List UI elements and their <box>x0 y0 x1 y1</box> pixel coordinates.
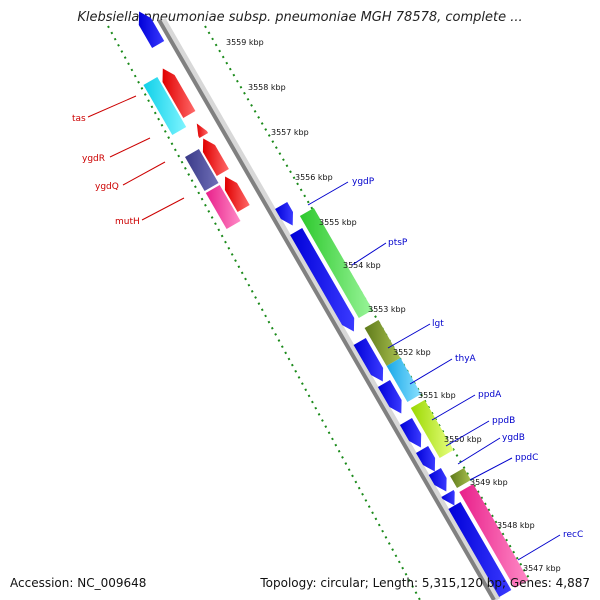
gene-leader-line <box>387 323 431 349</box>
tick-labels: 3559 kbp 3558 kbp 3557 kbp 3556 kbp 3555 kbp… <box>226 38 561 573</box>
gene-feature-ppdB <box>416 446 436 472</box>
gene-label-recC[interactable]: recC <box>563 530 583 540</box>
gene-labels: tas ygdR ygdQ mutH ygdP ptsP lgt thyA ppdA ppdB yg… <box>72 95 583 561</box>
gene-feature-ygdR <box>185 149 219 191</box>
genome-backbone <box>157 18 496 600</box>
gene-leader-line <box>431 394 476 421</box>
gene-feature-ppdA <box>399 418 422 448</box>
tick-label: 3551 kbp <box>418 391 456 400</box>
map-title: Klebsiella pneumoniae subsp. pneumoniae … <box>77 10 523 25</box>
gene-features <box>138 11 529 597</box>
gene-leader-line <box>409 358 453 385</box>
gene-label-mutH[interactable]: mutH <box>115 217 140 227</box>
gene-leader-line <box>517 534 561 561</box>
gene-feature-red-small <box>196 123 209 138</box>
gene-feature-lgt-band <box>364 320 401 366</box>
tick-label: 3557 kbp <box>271 128 309 137</box>
gene-leader-line <box>122 161 166 186</box>
tick-label: 3559 kbp <box>226 38 264 47</box>
tick-label: 3558 kbp <box>248 83 286 92</box>
gene-feature-ppdB-band <box>410 400 454 458</box>
tick-label: 3552 kbp <box>393 348 431 357</box>
gene-feature-red-2 <box>202 138 229 176</box>
gene-feature-top-partial <box>138 11 165 48</box>
gene-leader-line <box>141 197 185 221</box>
gene-label-ppdB[interactable]: ppdB <box>492 416 515 426</box>
gene-feature-ptsP-band <box>299 208 373 318</box>
gene-feature-lgt <box>353 338 384 382</box>
accession-text: Accession: NC_009648 <box>10 576 147 590</box>
gene-feature-ygdP <box>275 202 293 226</box>
gene-feature-recC <box>448 502 512 597</box>
gene-label-tas[interactable]: tas <box>72 114 86 124</box>
tick-label: 3554 kbp <box>343 261 381 270</box>
gene-feature-tas <box>143 77 187 135</box>
tick-label: 3547 kbp <box>523 564 561 573</box>
genome-backbone-shadow <box>158 17 501 600</box>
gene-feature-thyA <box>377 380 402 414</box>
gene-feature-ygdQ <box>205 185 241 229</box>
gene-label-thyA[interactable]: thyA <box>455 354 477 364</box>
gene-label-ygdP[interactable]: ygdP <box>352 177 375 187</box>
gene-leader-line <box>445 420 490 447</box>
gene-label-ppdA[interactable]: ppdA <box>478 390 502 400</box>
gene-feature-ygdB-band <box>450 468 471 488</box>
gene-feature-red-1 <box>162 68 196 118</box>
gene-feature-mutH <box>224 176 250 212</box>
topology-summary: Topology: circular; Length: 5,315,120 bp… <box>260 576 590 590</box>
gene-leader-line <box>469 457 513 481</box>
tick-label: 3548 kbp <box>497 521 535 530</box>
gene-label-ygdR[interactable]: ygdR <box>82 154 105 164</box>
gene-label-ygdB[interactable]: ygdB <box>502 433 525 443</box>
gene-label-lgt[interactable]: lgt <box>432 319 444 329</box>
gene-label-ppdC[interactable]: ppdC <box>515 453 538 463</box>
gene-label-ptsP[interactable]: ptsP <box>388 238 408 248</box>
gene-label-ygdQ[interactable]: ygdQ <box>95 182 119 192</box>
gene-feature-ptsP <box>290 228 355 332</box>
tick-label: 3553 kbp <box>368 305 406 314</box>
gene-feature-recC-band <box>459 484 529 588</box>
gene-feature-ppdC <box>441 490 455 506</box>
gene-feature-thyA-band <box>386 358 422 402</box>
tick-label: 3549 kbp <box>470 478 508 487</box>
tick-label: 3556 kbp <box>295 173 333 182</box>
gene-leader-line <box>109 137 151 158</box>
gene-leader-line <box>351 242 387 266</box>
gene-leader-line <box>307 181 349 206</box>
tick-label: 3550 kbp <box>444 435 482 444</box>
gene-leader-line <box>457 437 501 465</box>
gene-feature-ygdB <box>428 468 447 492</box>
gene-leader-line <box>87 95 137 118</box>
tick-label: 3555 kbp <box>319 218 357 227</box>
